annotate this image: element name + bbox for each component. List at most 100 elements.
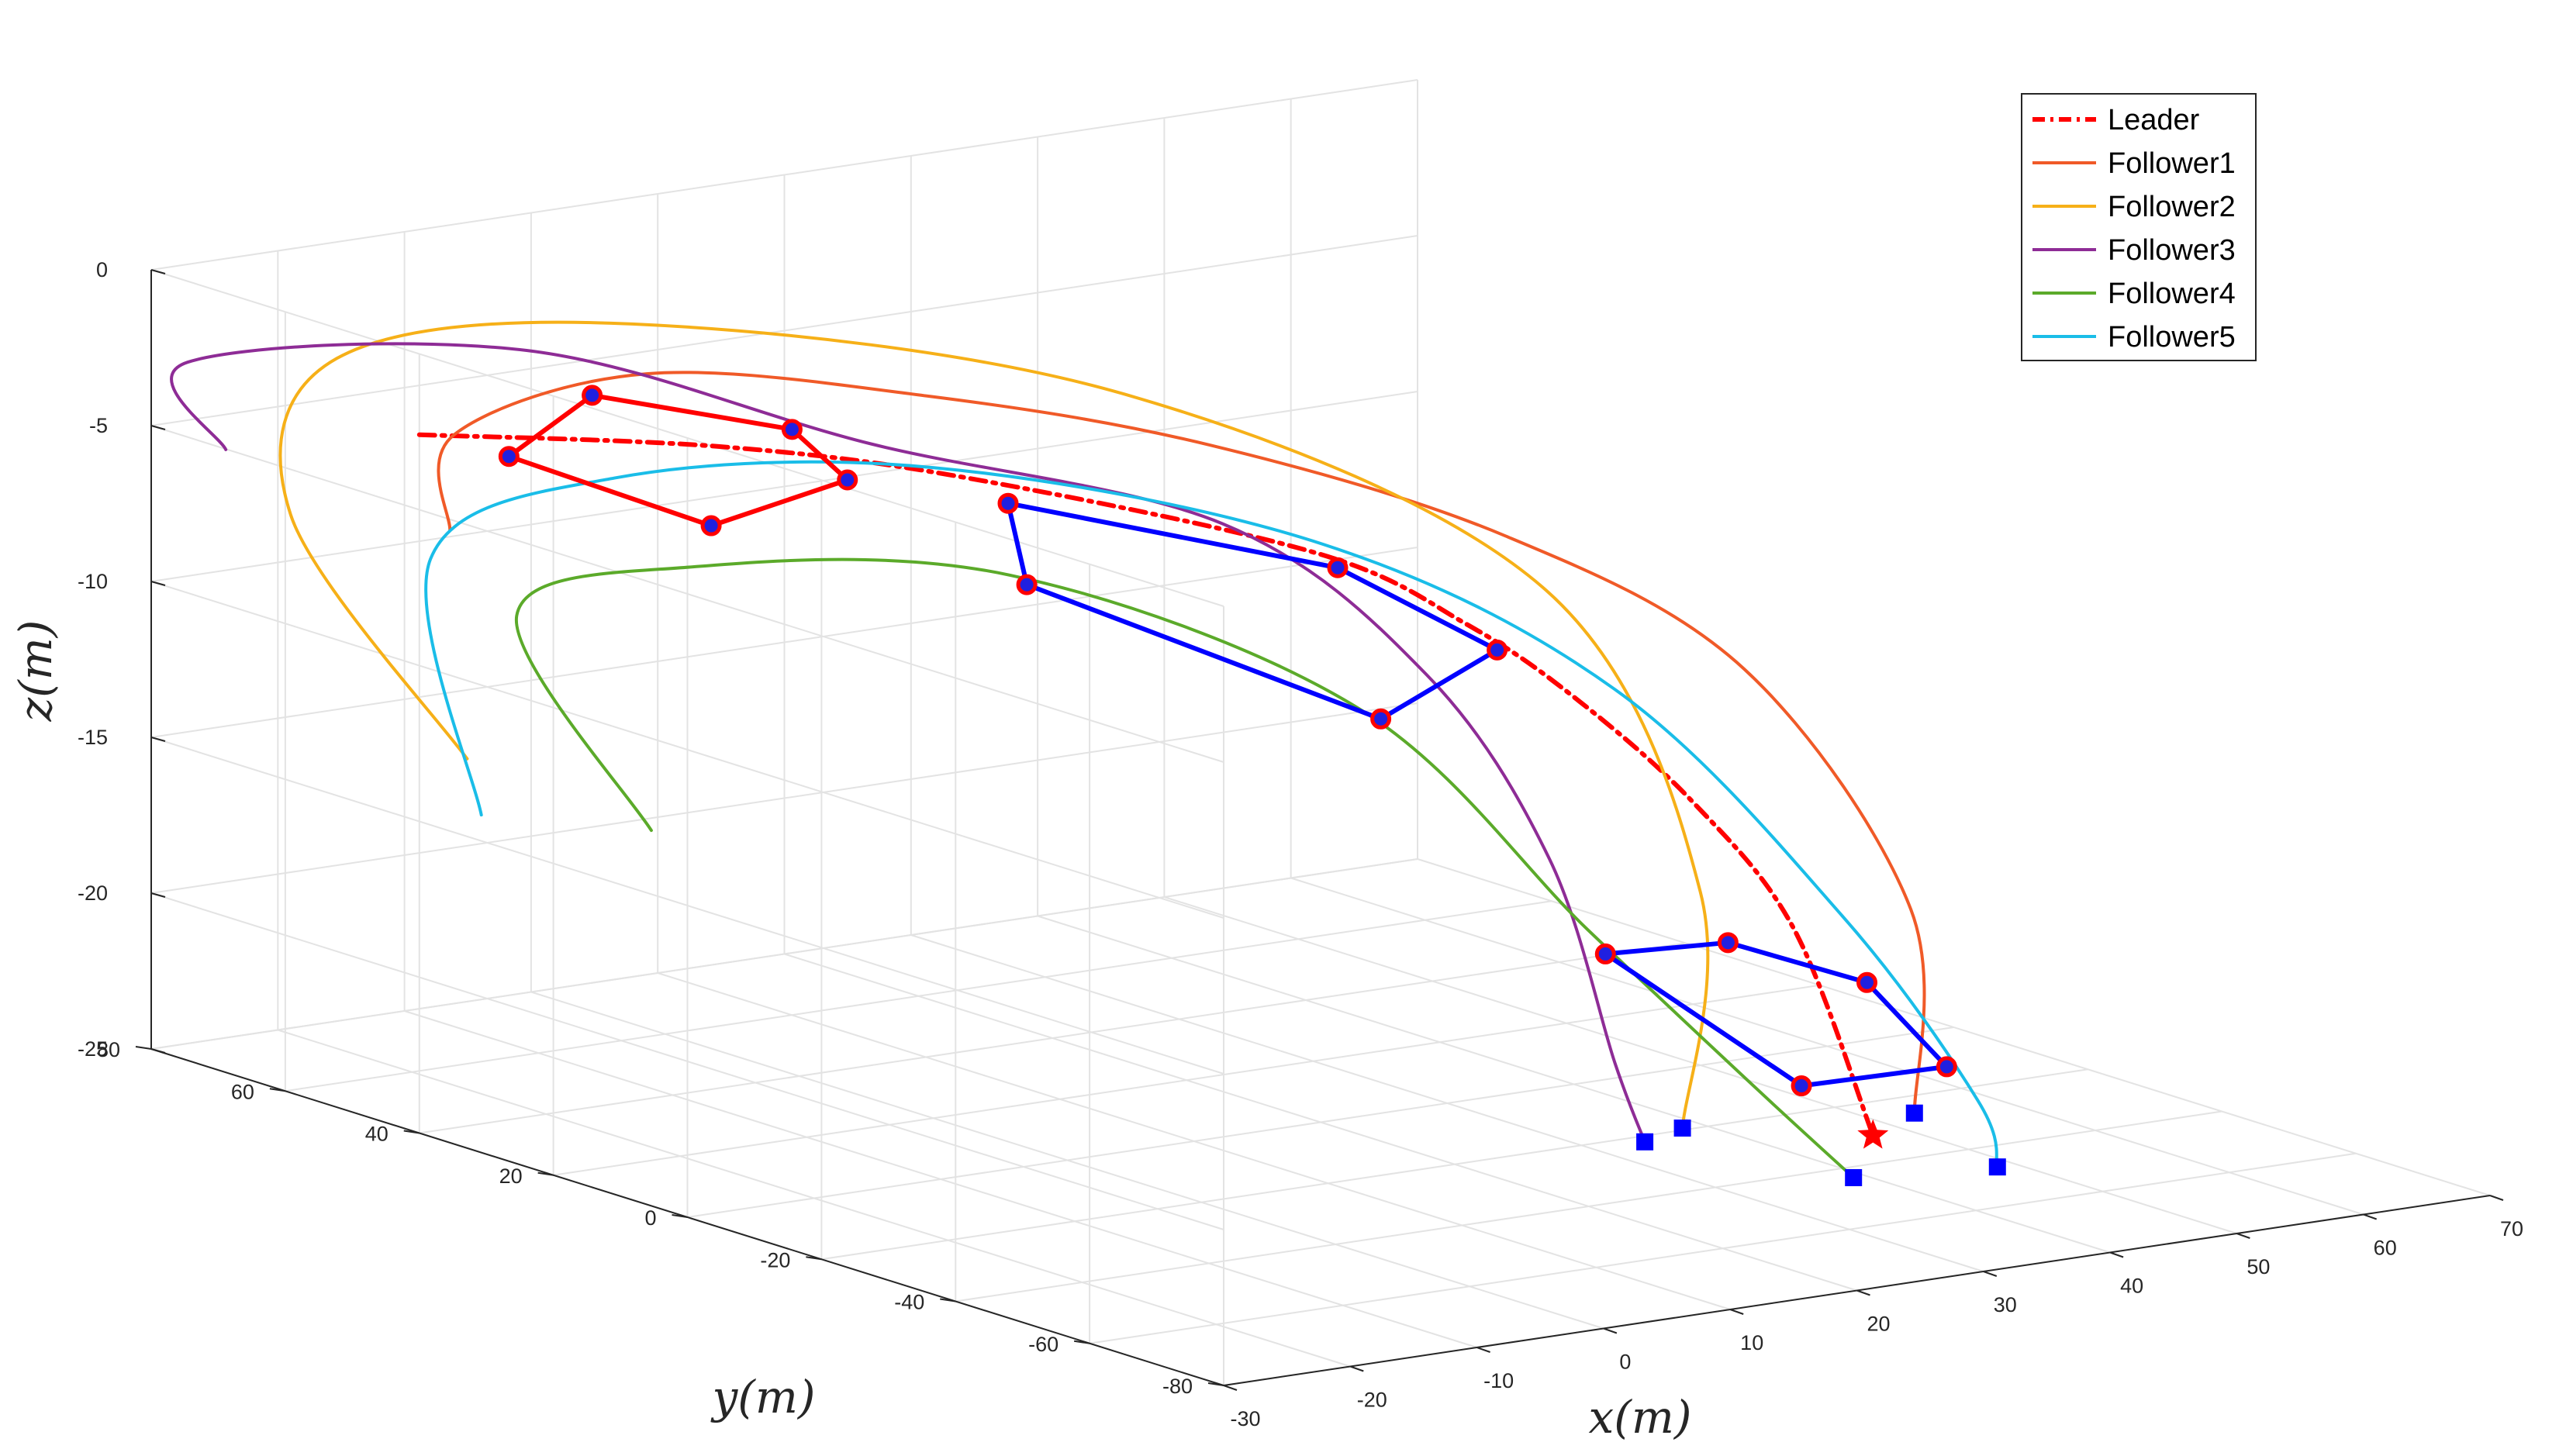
y-tick-label: -40: [894, 1291, 924, 1314]
y-tick: [1207, 1382, 1224, 1386]
grid-line: [150, 391, 1418, 582]
z-tick: [150, 581, 166, 586]
z-tick-label: -15: [78, 726, 108, 749]
x-tick: [1856, 1289, 1870, 1296]
z-tick: [150, 269, 166, 274]
z-tick: [150, 425, 166, 430]
y-tick-label: 40: [365, 1123, 389, 1146]
formation-3-polygon: [1603, 940, 1950, 1089]
x-tick: [2363, 1213, 2378, 1220]
y-tick: [537, 1171, 554, 1176]
y-tick: [940, 1298, 956, 1302]
grid-line: [150, 892, 1224, 1230]
y-tick: [135, 1046, 152, 1050]
x-tick-label: -30: [1230, 1407, 1260, 1430]
x-tick: [2489, 1195, 2504, 1201]
formation-3-vertex: [1594, 943, 1616, 964]
formation-2-polygon: [1006, 501, 1500, 722]
formation-2-vertex: [1327, 557, 1349, 578]
x-tick: [1223, 1385, 1238, 1391]
x-tick: [1476, 1347, 1490, 1353]
y-tick-label: 20: [499, 1164, 523, 1188]
z-tick-label: 0: [96, 258, 108, 281]
series-line-follower4: [515, 557, 1856, 1179]
x-tick: [2109, 1251, 2124, 1258]
tick-labels: -30 -20 -10 0 10 20 30 40 50 60 70 -80 -60 -40 -20 0 20 4…: [78, 258, 2523, 1430]
formation-2-vertex: [1016, 574, 1038, 595]
follower2-start-square-marker: [1673, 1120, 1691, 1137]
x-tick-label: 30: [1994, 1293, 2017, 1316]
legend: Leader Follower1 Follower2 Follower3 Followe…: [2021, 93, 2257, 361]
legend-box: [2021, 93, 2257, 361]
grid-line: [955, 1110, 2222, 1302]
grid-line: [150, 547, 1418, 738]
x-tick-label: -20: [1357, 1389, 1387, 1412]
x-tick: [1603, 1327, 1618, 1334]
x-tick: [2236, 1233, 2250, 1239]
grid-line: [150, 581, 1224, 919]
formation-1-vertex: [498, 446, 520, 468]
series-line-follower5: [424, 460, 1999, 1169]
y-tick: [806, 1256, 822, 1261]
grid-line: [1089, 1152, 2357, 1344]
grid-line: [150, 79, 1418, 271]
y-tick-label: -60: [1028, 1333, 1059, 1356]
y-tick-label: 80: [97, 1038, 120, 1061]
z-tick-label: -5: [89, 414, 108, 437]
y-tick-label: 60: [231, 1080, 254, 1103]
formation-3-vertex: [1936, 1056, 1957, 1078]
legend-label-leader: Leader: [2108, 104, 2200, 136]
formation-2-vertex: [1370, 708, 1392, 730]
z-axis-label: z(m): [9, 620, 62, 723]
x-tick-label: 50: [2247, 1255, 2270, 1278]
formation-1-polygon: [506, 392, 850, 529]
grid-line: [150, 702, 1418, 894]
legend-label-follower2: Follower2: [2108, 191, 2236, 223]
x-tick-label: 10: [1740, 1331, 1763, 1354]
formation-2-vertex: [1487, 639, 1508, 661]
formation-3-vertex: [1791, 1075, 1812, 1097]
x-tick-label: 0: [1619, 1351, 1631, 1374]
z-tick: [150, 737, 166, 742]
y-tick: [269, 1088, 286, 1092]
formation-1-vertex: [837, 469, 858, 491]
follower3-start-square-marker: [1636, 1133, 1654, 1151]
follower4-start-square-marker: [1845, 1168, 1863, 1186]
y-tick: [672, 1214, 688, 1218]
legend-label-follower5: Follower5: [2108, 321, 2236, 354]
formation-3-vertex: [1856, 971, 1878, 993]
grid-line: [150, 269, 1224, 607]
formation-1-vertex: [700, 515, 722, 537]
series-line-follower3: [170, 342, 1647, 1144]
x-tick-label: -10: [1483, 1369, 1514, 1392]
z-tick-label: -10: [78, 570, 108, 593]
grid-line: [821, 1068, 2088, 1261]
x-tick-label: 40: [2120, 1275, 2143, 1298]
series-line-leader: [416, 432, 1876, 1138]
grid-line: [419, 942, 1686, 1134]
series-line-follower1: [437, 371, 1926, 1115]
x-tick: [1729, 1309, 1744, 1315]
y-tick: [1073, 1340, 1090, 1344]
y-tick-label: -80: [1162, 1375, 1193, 1398]
follower5-start-square-marker: [1988, 1158, 2006, 1176]
z-tick-label: -25: [78, 1037, 108, 1061]
y-tick: [403, 1130, 420, 1134]
legend-label-follower1: Follower1: [2108, 147, 2236, 180]
formation-1-vertex: [781, 419, 803, 440]
x-tick-label: 20: [1867, 1313, 1890, 1336]
series-lines: [170, 320, 1999, 1179]
z-tick-label: -20: [78, 882, 108, 905]
grid-line: [150, 235, 1418, 426]
grid-line: [150, 858, 1418, 1050]
formation-1-vertex: [582, 385, 603, 406]
formation-3-vertex: [1717, 932, 1739, 954]
grid-line: [285, 900, 1552, 1092]
grid-line: [150, 737, 1224, 1075]
x-tick-label: 70: [2500, 1217, 2523, 1240]
series-line-follower2: [278, 320, 1710, 1130]
z-tick: [150, 892, 166, 898]
x-tick: [1349, 1365, 1364, 1372]
grid-line: [553, 984, 1820, 1176]
